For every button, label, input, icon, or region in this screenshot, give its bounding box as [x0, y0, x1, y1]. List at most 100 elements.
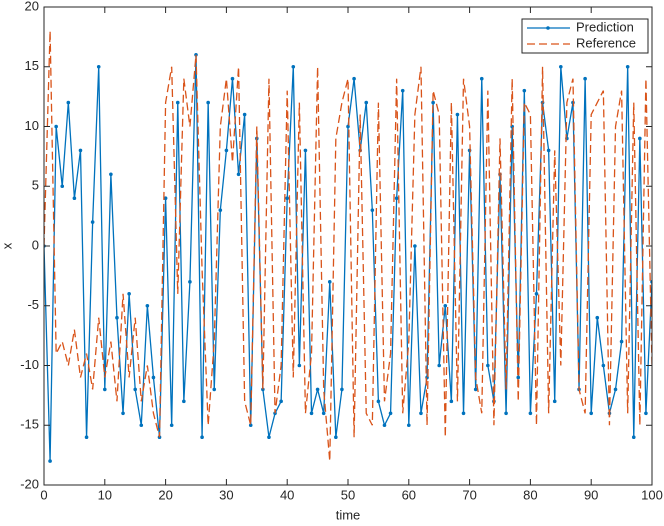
- series-marker: [279, 399, 283, 404]
- x-axis-label: time: [336, 507, 361, 522]
- y-tick-label: 0: [32, 237, 39, 252]
- series-marker: [297, 363, 302, 368]
- series-marker: [516, 375, 521, 380]
- series-marker: [206, 100, 210, 105]
- y-tick-label: 20: [25, 0, 39, 13]
- series-marker: [486, 363, 490, 368]
- y-tick-label: -10: [20, 357, 39, 372]
- x-tick-label: 90: [584, 487, 598, 502]
- series-marker: [121, 411, 125, 416]
- legend-label: Reference: [576, 35, 636, 50]
- series-marker: [248, 423, 253, 428]
- series-marker: [48, 459, 52, 463]
- series-marker: [449, 399, 454, 404]
- series-marker: [376, 399, 381, 404]
- series-line: [44, 30, 652, 462]
- series-marker: [534, 292, 539, 296]
- y-tick-label: -15: [20, 417, 39, 432]
- series-marker: [54, 124, 58, 129]
- series-marker: [382, 423, 387, 428]
- series-marker: [109, 172, 113, 177]
- series-marker: [212, 387, 217, 392]
- x-tick-label: 100: [641, 487, 663, 502]
- series-marker: [285, 196, 290, 200]
- series-marker: [224, 148, 229, 153]
- x-tick-label: 80: [523, 487, 537, 502]
- series-marker: [400, 88, 405, 93]
- series-marker: [66, 100, 71, 105]
- series-marker: [601, 363, 606, 368]
- series-marker: [583, 76, 587, 81]
- series-marker: [419, 411, 423, 416]
- series-marker: [364, 100, 369, 105]
- series-marker: [60, 184, 65, 189]
- series-marker: [291, 64, 296, 69]
- series-marker: [413, 244, 417, 248]
- axes-box: [43, 6, 653, 486]
- series-marker: [613, 387, 618, 392]
- series-marker: [72, 196, 77, 200]
- series-marker: [352, 76, 356, 81]
- series-marker: [546, 148, 551, 153]
- series-marker: [504, 411, 508, 416]
- series-marker: [230, 76, 235, 81]
- series-marker: [133, 387, 137, 392]
- series-marker: [595, 315, 600, 320]
- y-tick-label: 5: [32, 178, 39, 193]
- series-marker: [103, 387, 107, 392]
- x-tick-label: 50: [341, 487, 355, 502]
- y-axis-label: x: [0, 242, 14, 249]
- series-marker: [340, 387, 344, 392]
- series-marker: [236, 172, 241, 177]
- series-marker: [644, 411, 648, 416]
- series-marker: [200, 435, 204, 440]
- series-marker: [242, 112, 247, 117]
- series-marker: [182, 399, 186, 404]
- x-tick-label: 0: [40, 487, 47, 502]
- series-marker: [188, 280, 192, 284]
- series-marker: [625, 64, 630, 69]
- legend-box: [521, 18, 649, 54]
- series-marker: [115, 315, 119, 320]
- series-marker: [370, 208, 375, 212]
- x-tick-label: 40: [280, 487, 294, 502]
- series-marker: [90, 220, 95, 224]
- series-marker: [552, 399, 557, 404]
- x-tick-label: 10: [98, 487, 112, 502]
- series-marker: [528, 411, 533, 416]
- series-marker: [461, 411, 466, 416]
- series-marker: [218, 208, 223, 212]
- series-marker: [437, 363, 442, 368]
- series-marker: [522, 88, 527, 93]
- series-marker: [394, 196, 399, 200]
- x-tick-label: 70: [462, 487, 476, 502]
- y-tick-label: -5: [27, 297, 39, 312]
- series-marker: [443, 303, 448, 308]
- x-tick-label: 30: [219, 487, 233, 502]
- series-marker: [479, 76, 484, 81]
- y-tick-label: 15: [25, 58, 39, 73]
- series-marker: [431, 100, 435, 105]
- series-marker: [78, 148, 83, 153]
- y-tick-label: -20: [20, 476, 39, 491]
- series-marker: [334, 435, 338, 440]
- x-tick-label: 20: [158, 487, 172, 502]
- series-marker: [169, 423, 174, 428]
- series-marker: [139, 423, 144, 428]
- series-marker: [473, 387, 478, 392]
- series-marker: [559, 64, 563, 69]
- y-tick-label: 10: [25, 118, 39, 133]
- series-marker: [346, 124, 350, 129]
- series-marker: [303, 148, 308, 153]
- series-marker: [589, 411, 593, 416]
- series-marker: [638, 136, 642, 141]
- series-marker: [151, 375, 156, 380]
- series-marker: [631, 435, 636, 440]
- series-marker: [455, 112, 460, 117]
- legend-label: Prediction: [576, 19, 634, 34]
- series-marker: [84, 435, 89, 440]
- series-marker: [175, 100, 180, 105]
- series-marker: [388, 411, 393, 416]
